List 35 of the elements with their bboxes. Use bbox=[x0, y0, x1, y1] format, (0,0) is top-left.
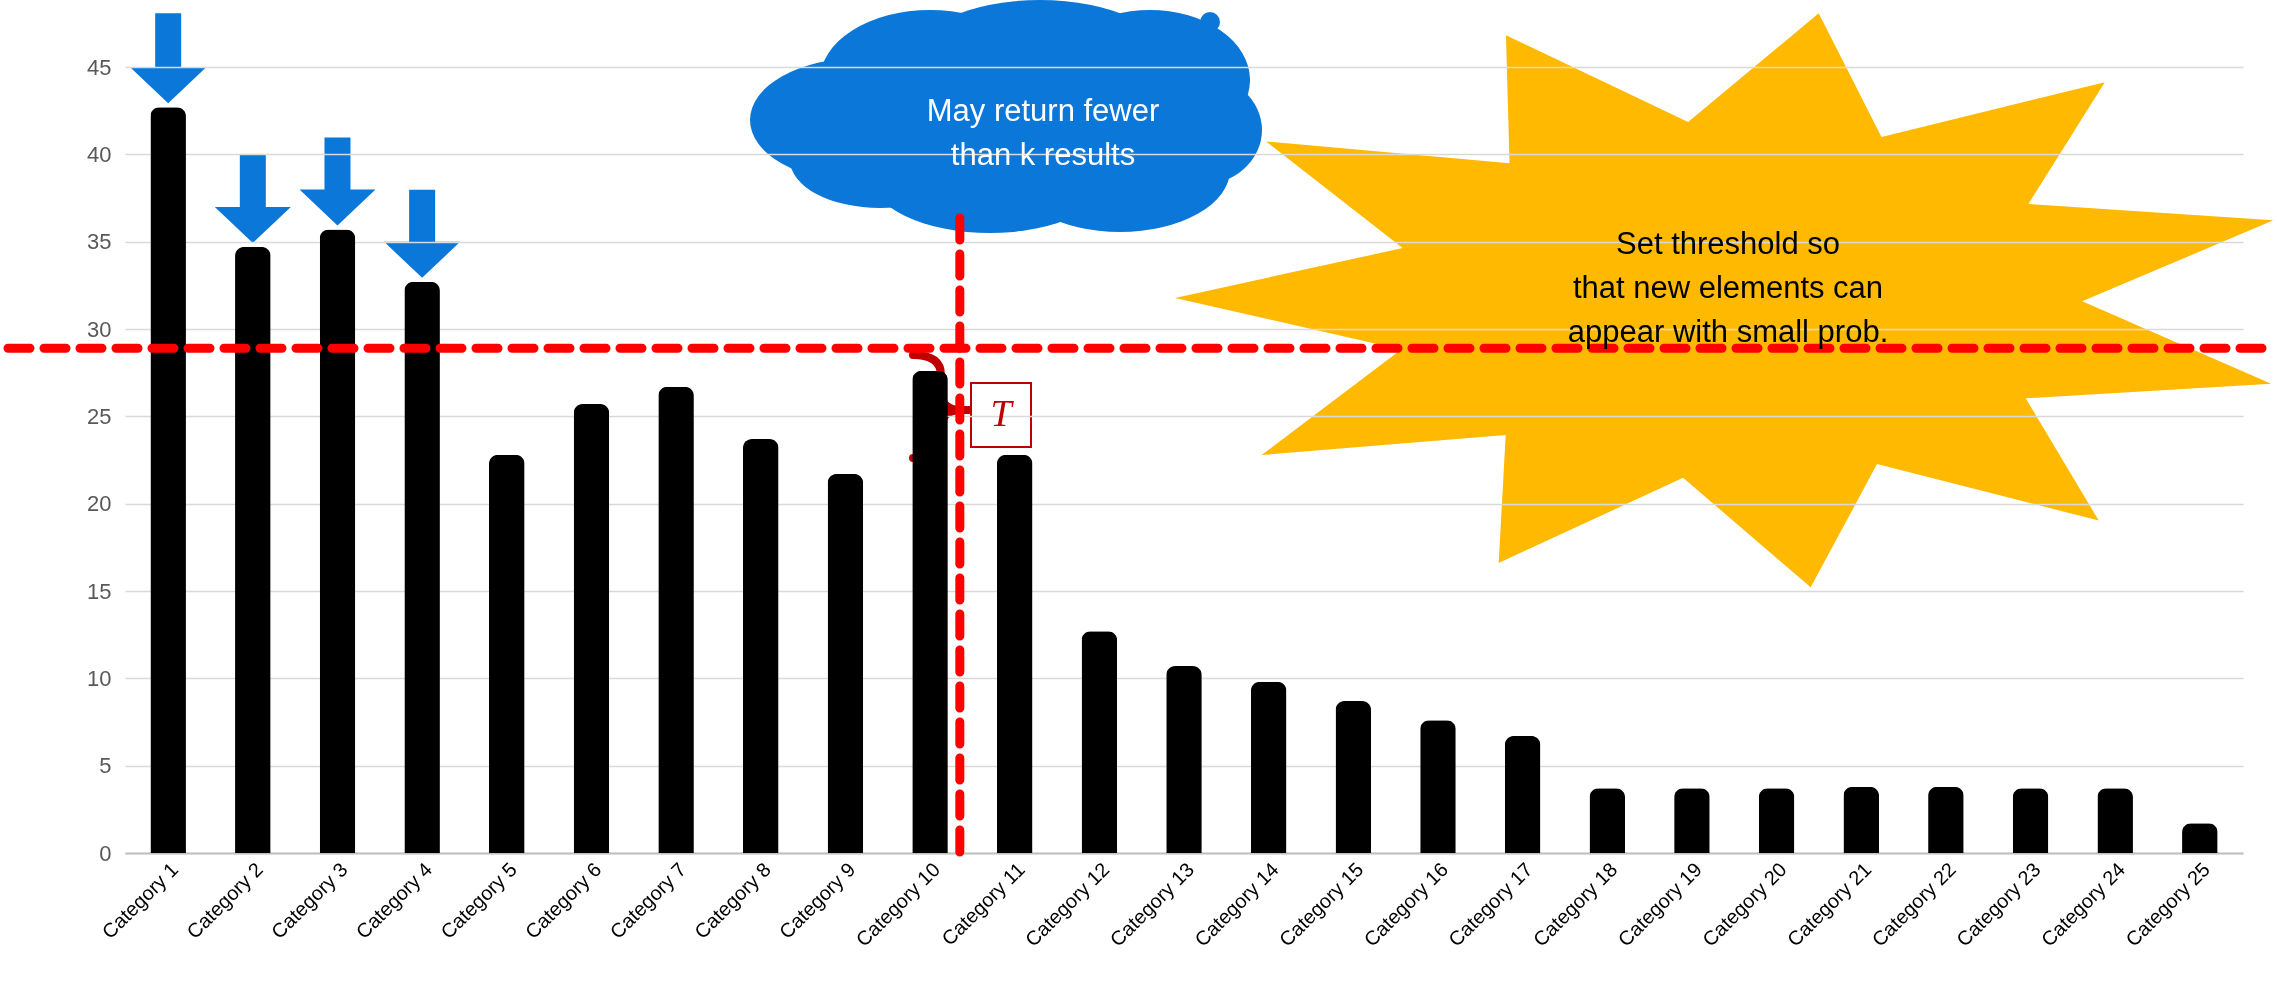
y-tick-label: 40 bbox=[87, 141, 112, 167]
bar bbox=[2097, 788, 2133, 853]
bar bbox=[1081, 631, 1118, 853]
bar bbox=[235, 246, 271, 853]
bar bbox=[1166, 666, 1202, 853]
bar bbox=[573, 404, 610, 853]
bar bbox=[1928, 786, 1964, 853]
annotation: T bbox=[990, 392, 1015, 434]
y-tick-label: 10 bbox=[87, 665, 112, 691]
bar bbox=[1420, 720, 1456, 853]
bar bbox=[1674, 788, 1710, 853]
bar bbox=[319, 229, 356, 853]
bar bbox=[1335, 701, 1372, 853]
y-tick-label: 35 bbox=[87, 229, 112, 255]
bar bbox=[1250, 681, 1287, 853]
y-tick-label: 20 bbox=[87, 491, 112, 517]
y-tick-label: 25 bbox=[87, 403, 112, 429]
bar bbox=[2182, 823, 2218, 853]
bar bbox=[1843, 786, 1879, 853]
bar bbox=[404, 281, 440, 853]
bar bbox=[1589, 788, 1626, 853]
y-tick-label: 15 bbox=[87, 578, 112, 604]
y-tick-label: 45 bbox=[87, 54, 112, 80]
bar bbox=[827, 473, 864, 853]
bar bbox=[658, 386, 694, 853]
bar bbox=[1758, 788, 1795, 853]
y-tick-label: 0 bbox=[99, 840, 112, 866]
y-tick-label: 30 bbox=[87, 316, 112, 342]
bar bbox=[2012, 788, 2049, 853]
bar bbox=[489, 454, 525, 853]
y-tick-label: 5 bbox=[99, 753, 112, 779]
bar bbox=[996, 454, 1033, 853]
bar bbox=[1504, 735, 1541, 853]
bar bbox=[742, 439, 779, 853]
bar bbox=[150, 107, 186, 853]
